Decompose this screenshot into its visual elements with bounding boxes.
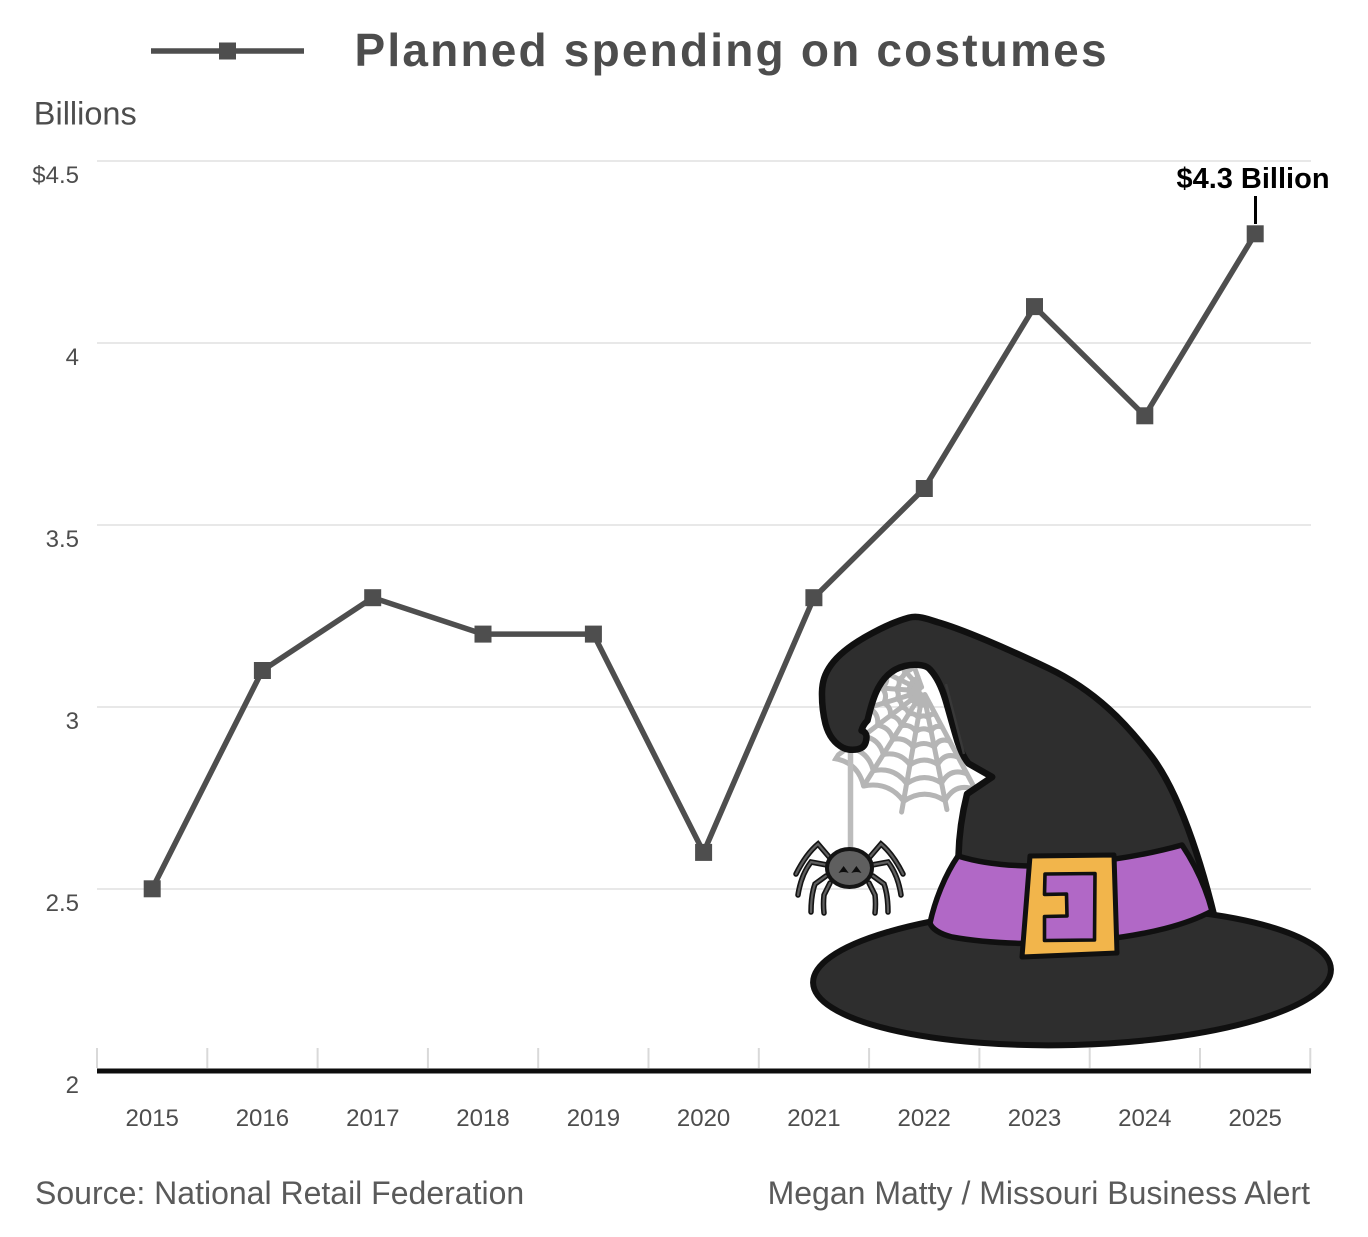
svg-text:2020: 2020 (677, 1105, 730, 1132)
svg-text:3.5: 3.5 (46, 526, 79, 553)
svg-text:2016: 2016 (236, 1105, 289, 1132)
svg-text:2: 2 (66, 1072, 79, 1099)
svg-text:2.5: 2.5 (46, 890, 79, 917)
svg-text:2017: 2017 (346, 1105, 399, 1132)
svg-text:2021: 2021 (787, 1105, 840, 1132)
svg-text:2024: 2024 (1118, 1105, 1171, 1132)
svg-text:2023: 2023 (1008, 1105, 1061, 1132)
svg-text:$4.5: $4.5 (32, 162, 79, 189)
svg-text:2019: 2019 (567, 1105, 620, 1132)
svg-text:4: 4 (66, 344, 79, 371)
svg-text:2022: 2022 (898, 1105, 951, 1132)
svg-text:Source: National Retail Federa: Source: National Retail Federation (35, 1175, 524, 1211)
svg-text:Billions: Billions (34, 96, 137, 132)
svg-text:3: 3 (66, 708, 79, 735)
svg-text:2018: 2018 (456, 1105, 509, 1132)
svg-text:2015: 2015 (126, 1105, 179, 1132)
svg-text:Megan Matty / Missouri Busines: Megan Matty / Missouri Business Alert (768, 1175, 1311, 1211)
svg-text:2025: 2025 (1229, 1105, 1282, 1132)
svg-text:$4.3 Billion: $4.3 Billion (1176, 163, 1329, 195)
svg-text:Planned spending on costumes: Planned spending on costumes (355, 24, 1109, 76)
